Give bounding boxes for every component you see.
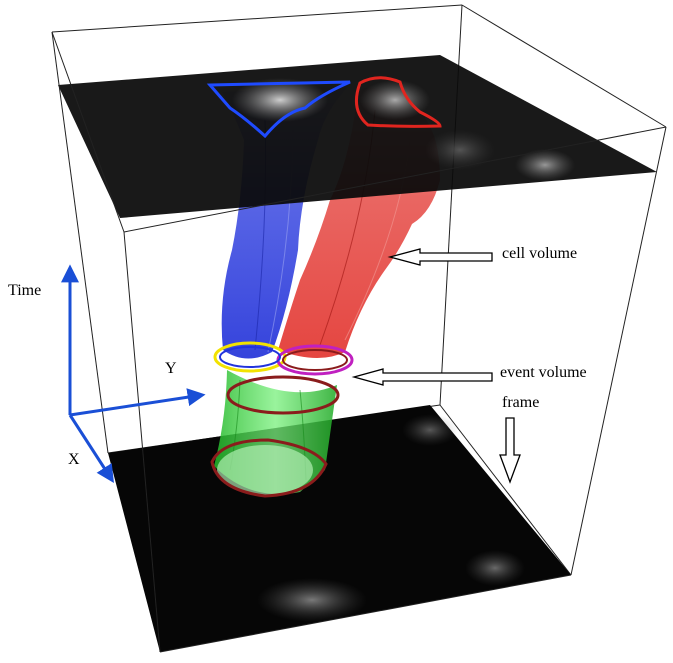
- bottom-frame-plane: [108, 405, 571, 652]
- y-axis-label: Y: [165, 360, 177, 377]
- event-volume-green: [210, 370, 340, 498]
- event-volume-label: event volume: [500, 364, 587, 381]
- frame-arrow: [499, 417, 521, 484]
- frame-label: frame: [502, 394, 540, 411]
- cell-volume-arrow: [387, 248, 493, 266]
- callout-arrows: [351, 248, 521, 484]
- cell-volume-label: cell volume: [502, 245, 578, 262]
- x-axis-label: X: [68, 451, 80, 468]
- event-rings: [213, 341, 354, 376]
- axes: [61, 264, 206, 484]
- top-frame-plane: [58, 55, 657, 218]
- x-axis-arrow: [68, 414, 114, 484]
- time-axis-label: Time: [8, 282, 42, 299]
- bounding-box-front: [51, 31, 667, 653]
- event-volume-arrow: [351, 368, 493, 386]
- y-axis-arrow: [69, 388, 206, 417]
